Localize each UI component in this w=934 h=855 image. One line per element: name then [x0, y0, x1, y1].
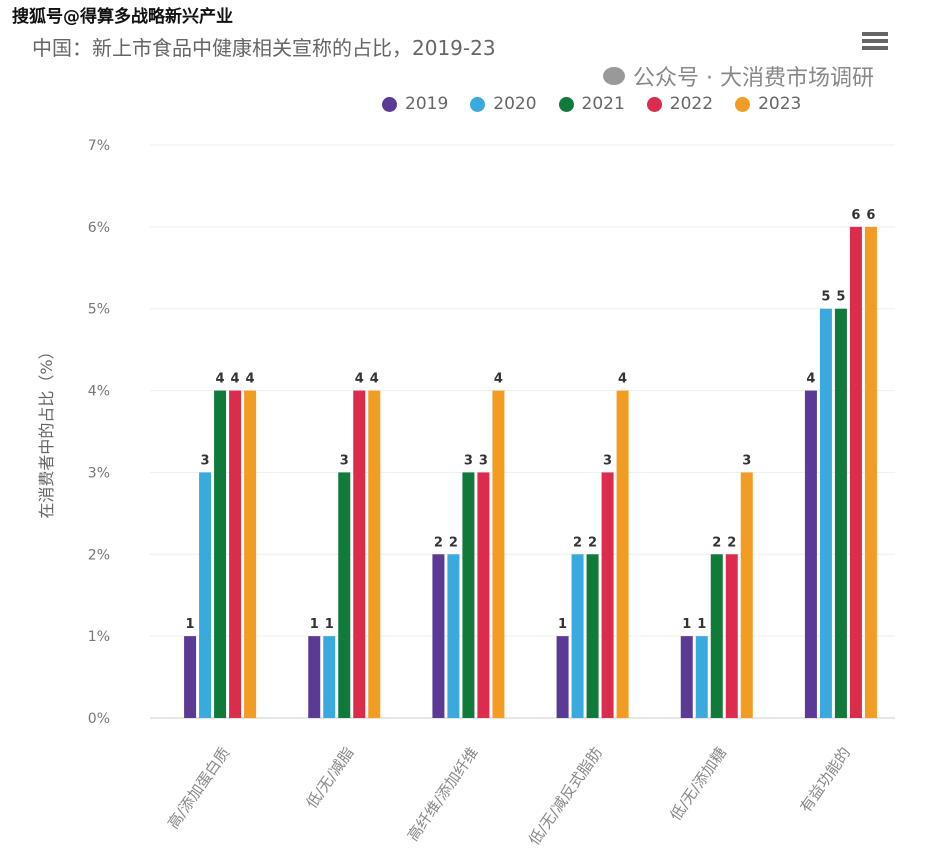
bar-2019	[680, 636, 693, 718]
bar-2022	[353, 390, 366, 718]
bar-2021	[462, 472, 475, 718]
watermark-bottom-text: 公众号 · 大消费市场调研	[633, 66, 874, 91]
legend-label: 2019	[405, 94, 449, 114]
x-tick-label: 低/无/减脂	[303, 744, 358, 812]
data-label: 3	[464, 453, 473, 468]
bar-2020	[199, 472, 212, 718]
x-tick-label: 有益功能的	[796, 744, 854, 816]
y-tick-label: 3%	[88, 465, 110, 481]
legend-item-2022[interactable]: 2022	[646, 94, 714, 114]
y-axis-label: 在消费者中的占比（%）	[37, 343, 56, 518]
y-tick-label: 4%	[88, 384, 110, 400]
x-tick-label: 低/无/添加糖	[666, 744, 730, 824]
data-label: 6	[866, 208, 875, 223]
bar-2021	[214, 390, 227, 718]
watermark-top: 搜狐号@得算多战略新兴产业	[12, 7, 233, 27]
data-label: 4	[618, 372, 627, 387]
bar-2019	[432, 554, 445, 718]
data-label: 1	[310, 617, 319, 632]
data-label: 2	[588, 535, 597, 550]
data-label: 1	[325, 617, 334, 632]
bar-2019	[184, 636, 197, 718]
data-label: 1	[186, 617, 195, 632]
data-label: 2	[573, 535, 582, 550]
bar-2023	[492, 390, 505, 718]
data-label: 2	[434, 535, 443, 550]
bar-2021	[338, 472, 351, 718]
bar-2023	[864, 226, 877, 718]
data-label: 3	[603, 453, 612, 468]
bar-2022	[477, 472, 490, 718]
data-label: 3	[201, 453, 210, 468]
bar-2019	[308, 636, 321, 718]
x-tick-label: 高纤维/添加纤维	[404, 744, 482, 844]
data-label: 4	[216, 372, 225, 387]
chart-title: 中国：新上市食品中健康相关宣称的占比，2019-23	[32, 36, 496, 60]
legend-label: 2022	[669, 94, 714, 114]
legend-item-2023[interactable]: 2023	[735, 94, 801, 114]
data-label: 4	[370, 372, 379, 387]
bar-2022	[601, 472, 614, 718]
data-label: 5	[836, 290, 845, 305]
data-label: 2	[727, 535, 736, 550]
data-label: 3	[340, 453, 349, 468]
bar-2022	[229, 390, 242, 718]
data-label: 3	[742, 453, 751, 468]
bar-2021	[586, 554, 599, 718]
data-label: 3	[479, 453, 488, 468]
bar-2020	[695, 636, 708, 718]
watermark-bottom: 公众号 · 大消费市场调研	[603, 60, 874, 92]
bar-2020	[819, 308, 832, 718]
legend-marker	[558, 96, 574, 112]
y-tick-label: 6%	[88, 220, 110, 236]
hamburger-menu-icon[interactable]	[862, 32, 888, 53]
y-tick-label: 5%	[88, 302, 110, 318]
legend-item-2019[interactable]: 2019	[382, 94, 448, 114]
x-tick-label: 低/无/减反式脂肪	[525, 744, 606, 849]
data-label: 1	[697, 617, 706, 632]
bar-2019	[556, 636, 569, 718]
bar-2021	[710, 554, 723, 718]
legend-label: 2021	[581, 94, 625, 114]
legend-marker	[382, 96, 397, 112]
y-tick-label: 2%	[88, 547, 110, 563]
legend-marker	[470, 96, 486, 112]
wechat-icon	[603, 67, 626, 85]
bar-2020	[447, 554, 460, 718]
bar-2023	[616, 390, 629, 718]
bar-2021	[834, 308, 847, 718]
data-label: 4	[246, 372, 255, 387]
bar-2022	[725, 554, 738, 718]
data-label: 2	[712, 535, 721, 550]
data-label: 1	[682, 617, 691, 632]
bar-2020	[323, 636, 336, 718]
data-label: 2	[449, 535, 458, 550]
bar-2023	[368, 390, 381, 718]
y-tick-label: 0%	[88, 711, 110, 727]
bar-2019	[804, 390, 817, 718]
legend-item-2020[interactable]: 2020	[470, 94, 537, 114]
legend-item-2021[interactable]: 2021	[558, 94, 625, 114]
data-label: 4	[231, 372, 240, 387]
legend-label: 2023	[758, 94, 802, 114]
x-tick-label: 高/添加蛋白质	[164, 744, 233, 832]
legend-marker	[735, 96, 751, 112]
y-tick-label: 1%	[88, 629, 110, 645]
legend-marker	[646, 96, 662, 112]
y-tick-label: 7%	[88, 138, 110, 154]
bar-2023	[740, 472, 753, 718]
legend-label: 2020	[493, 94, 537, 114]
data-label: 6	[851, 208, 860, 223]
data-label: 1	[558, 617, 567, 632]
data-label: 5	[821, 290, 830, 305]
data-label: 4	[355, 372, 364, 387]
data-label: 4	[806, 372, 815, 387]
bar-2022	[849, 226, 862, 718]
data-label: 4	[494, 372, 503, 387]
bar-2020	[571, 554, 584, 718]
legend: 2019 2020 2021 2022 2023	[382, 94, 801, 114]
bar-2023	[244, 390, 257, 718]
